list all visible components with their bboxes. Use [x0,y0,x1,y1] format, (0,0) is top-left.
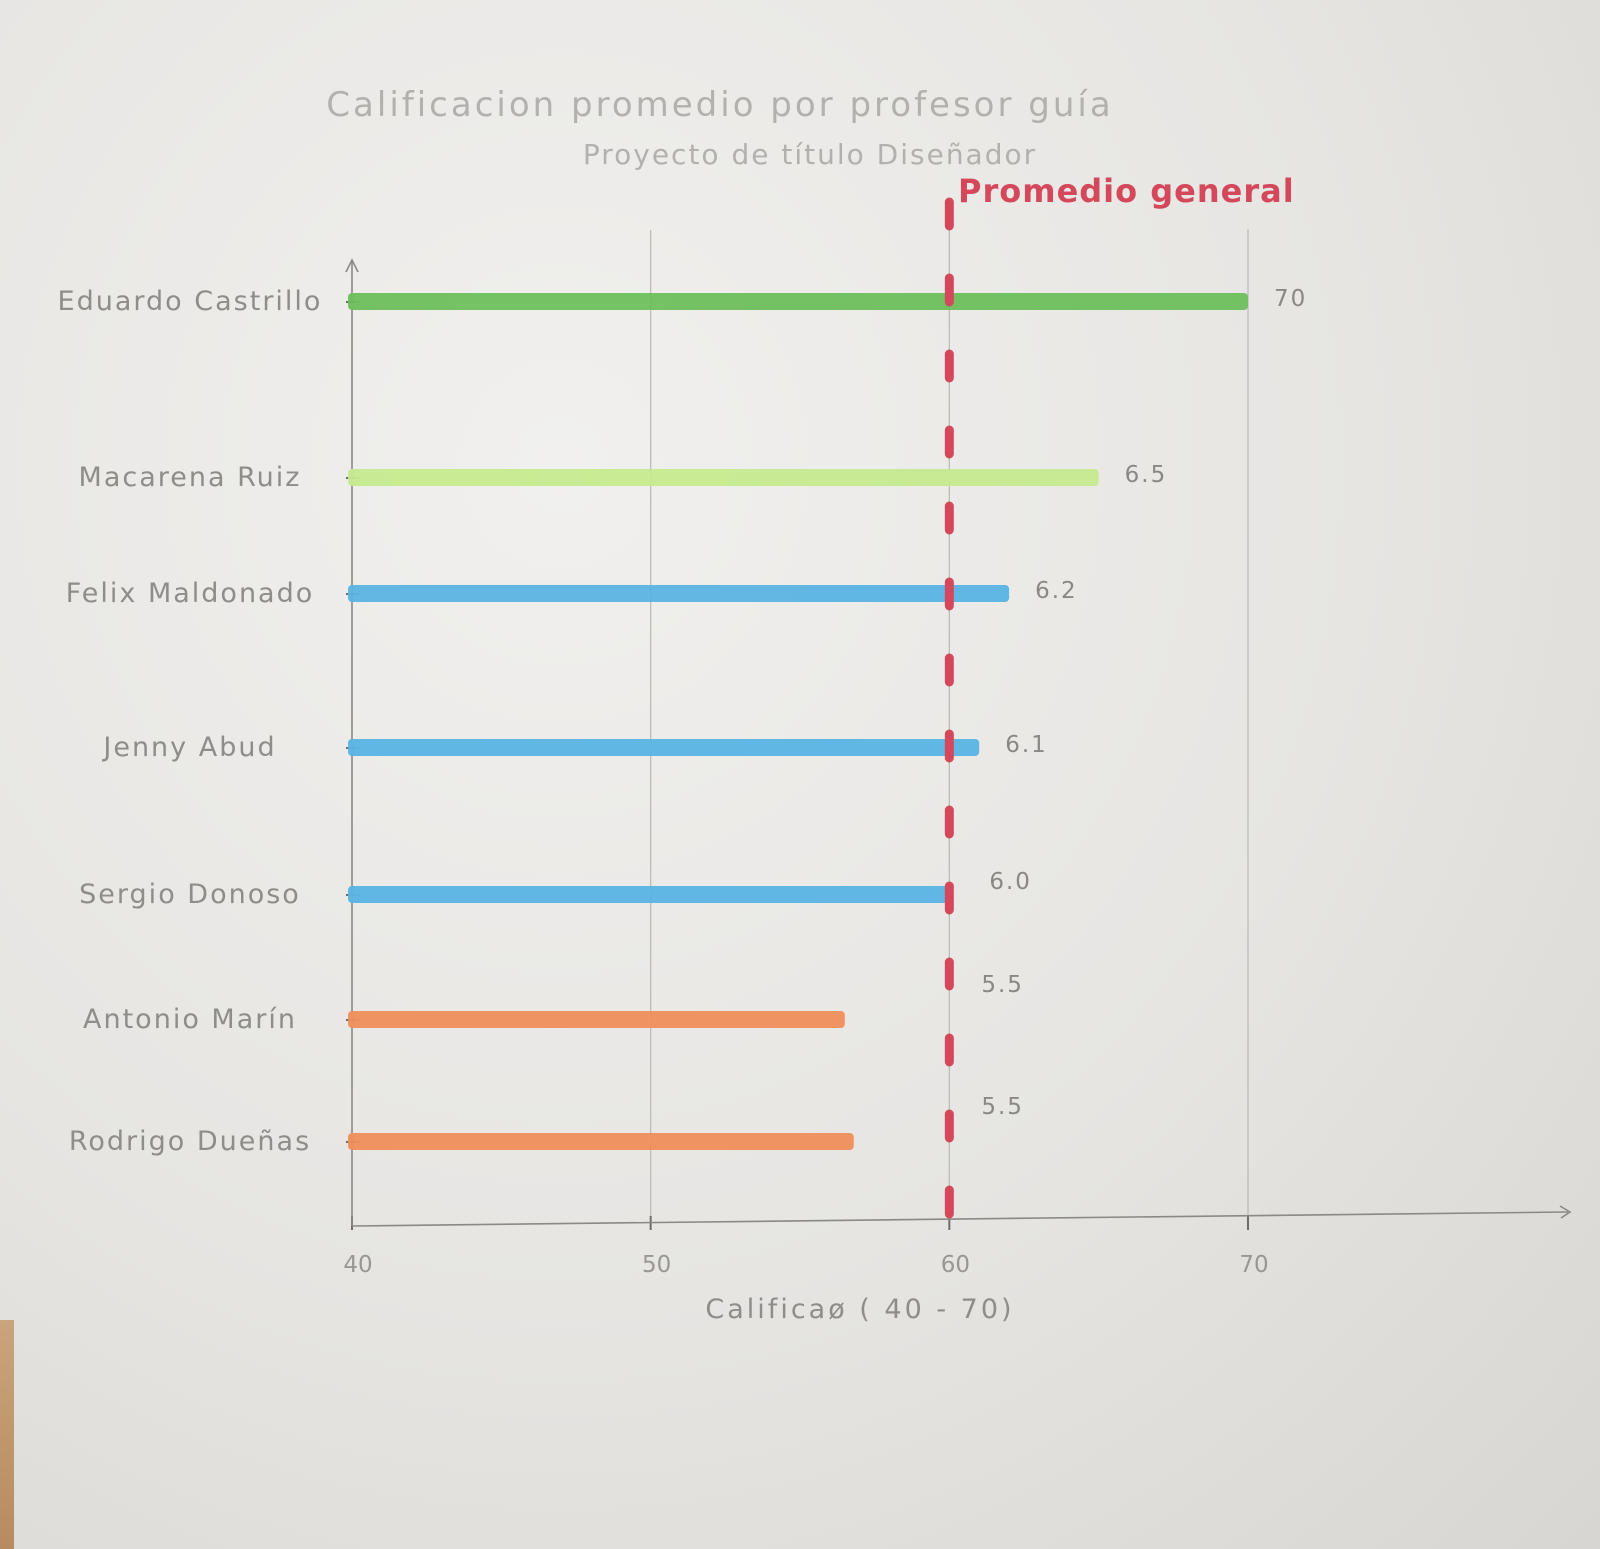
data-label: 6.2 [1035,578,1078,604]
x-axis [351,1211,1569,1227]
x-tick-label: 60 [941,1252,970,1278]
bar [348,293,1248,310]
x-tick-label: 40 [343,1252,372,1278]
chart-title: Calificacion promedio por profesor guía [326,85,1113,125]
bars [348,293,1248,1150]
chart-subtitle: Proyecto de título Diseñador [583,138,1037,171]
category-label: Jenny Abud [101,732,276,763]
data-label: 5.5 [981,1094,1024,1120]
bar [348,469,1099,486]
x-axis-arrow [1559,1205,1572,1219]
x-axis-title: Calificaø ( 40 - 70) [705,1294,1014,1325]
data-label: 5.5 [981,972,1024,998]
bar [348,739,980,756]
data-label: 70 [1274,286,1307,312]
reference-line-label: Promedio general [958,172,1295,210]
category-label: Antonio Marín [83,1004,297,1035]
category-label: Sergio Donoso [79,879,301,910]
category-label: Rodrigo Dueñas [69,1126,311,1157]
reference-line-group: Promedio general [944,172,1295,1231]
labels: 40 50 60 70 Eduardo Castrillo 70 Macarena Ruiz… [58,286,1307,1278]
data-label: 6.5 [1125,462,1168,488]
data-label: 6.1 [1005,732,1048,758]
data-label: 6.0 [989,869,1032,895]
y-axis-arrow [345,258,359,273]
bar [348,1011,845,1028]
bar [348,886,950,903]
bar [348,585,1010,602]
x-tick-label: 70 [1239,1252,1268,1278]
category-label: Macarena Ruiz [79,462,302,493]
table-edge [0,1320,14,1549]
category-label: Eduardo Castrillo [58,286,323,317]
bar [348,1133,854,1150]
x-tick-label: 50 [642,1252,671,1278]
category-label: Felix Maldonado [66,578,315,609]
